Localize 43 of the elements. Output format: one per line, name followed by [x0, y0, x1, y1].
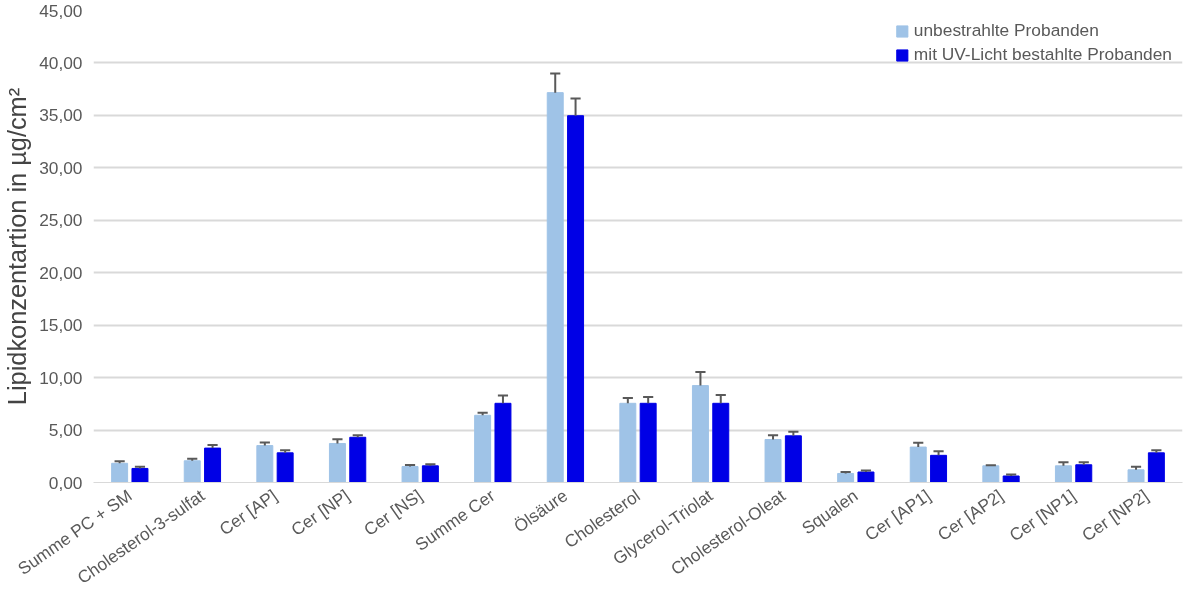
y-tick-label: 15,00	[39, 315, 83, 336]
y-tick-label: 35,00	[39, 105, 83, 126]
bar	[567, 115, 585, 483]
bar	[619, 402, 637, 483]
bar	[204, 447, 222, 483]
y-axis-title: Lipidkonzentartion in µg/cm²	[3, 87, 32, 406]
bar	[1127, 469, 1145, 483]
y-tick-label: 0,00	[48, 472, 83, 493]
legend-label: unbestrahlte Probanden	[913, 20, 1099, 41]
bar	[183, 460, 201, 483]
bar	[474, 414, 492, 483]
legend-label: mit UV-Licht bestahlte Probanden	[913, 44, 1172, 65]
y-tick-label: 20,00	[39, 262, 83, 283]
bar	[857, 471, 875, 483]
bar	[421, 465, 439, 483]
bar	[328, 442, 346, 483]
bar	[909, 446, 927, 483]
bar	[1054, 465, 1072, 483]
y-tick-label: 30,00	[39, 157, 83, 178]
bar	[691, 385, 709, 483]
bar	[494, 402, 512, 483]
bar	[1002, 475, 1020, 483]
y-tick-label: 45,00	[39, 0, 83, 21]
bar	[131, 467, 149, 483]
bar	[712, 402, 730, 483]
bar	[111, 462, 129, 483]
bar	[1147, 452, 1165, 483]
bar	[784, 435, 802, 483]
bar	[1075, 464, 1093, 483]
bar	[837, 472, 855, 483]
bar	[349, 436, 367, 483]
bar	[639, 402, 657, 483]
bar	[401, 466, 419, 483]
y-tick-label: 40,00	[39, 52, 83, 73]
bar	[256, 445, 274, 483]
y-tick-label: 10,00	[39, 367, 83, 388]
y-tick-label: 25,00	[39, 210, 83, 231]
bar	[930, 454, 948, 483]
bar	[276, 452, 294, 483]
y-tick-label: 5,00	[48, 420, 83, 441]
bar	[764, 439, 782, 483]
bar	[546, 92, 564, 483]
bar	[982, 465, 1000, 483]
